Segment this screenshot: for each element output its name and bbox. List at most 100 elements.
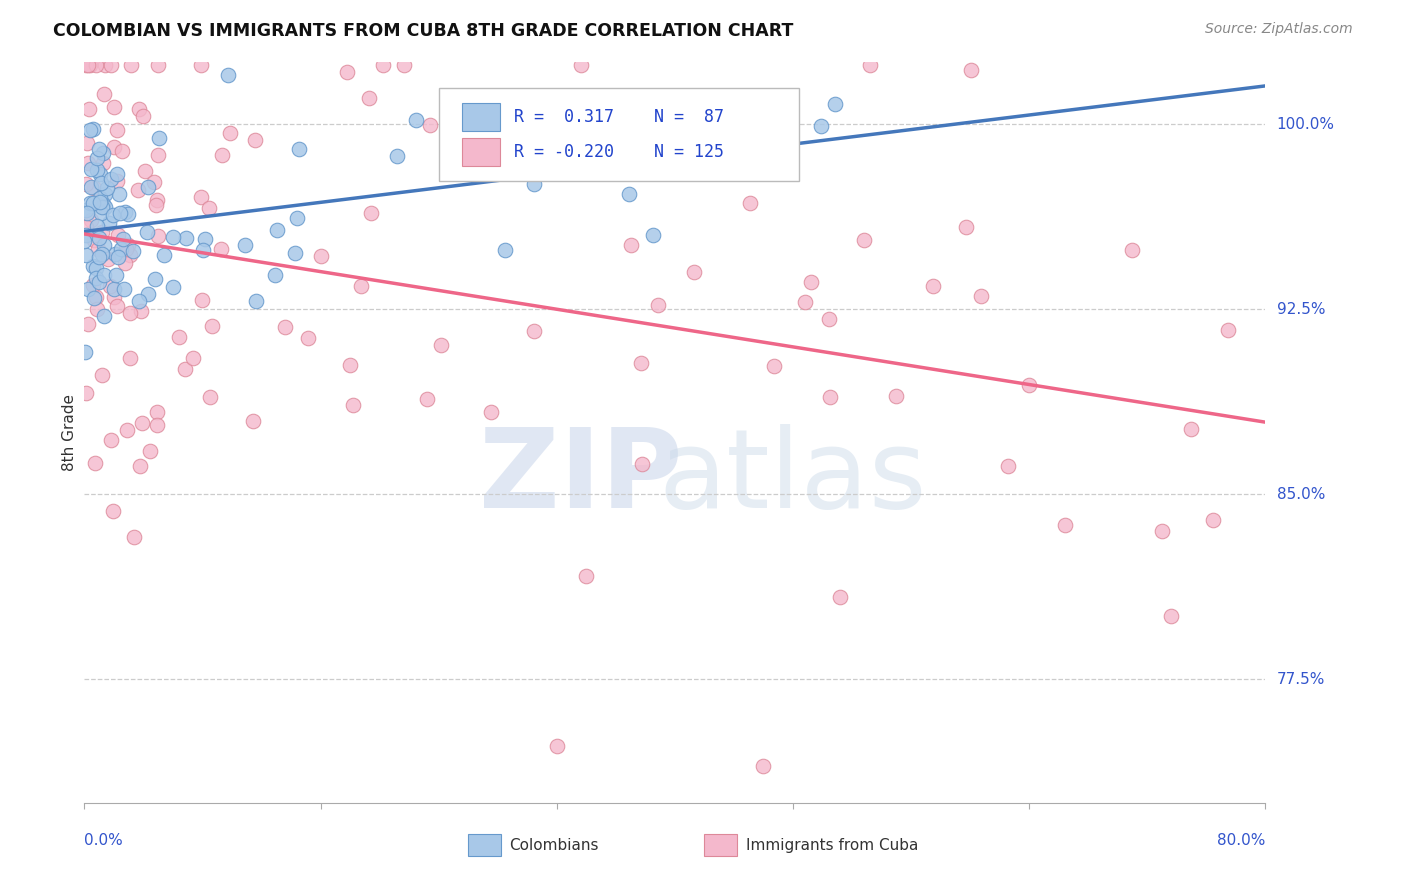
Point xyxy=(145,405,167,419)
Point xyxy=(523,325,546,339)
Point xyxy=(394,58,416,72)
Point xyxy=(146,193,169,207)
Point xyxy=(114,256,136,270)
Text: atlas: atlas xyxy=(659,424,927,531)
Text: 80.0%: 80.0% xyxy=(1218,833,1265,848)
Point xyxy=(89,167,111,181)
Point xyxy=(371,58,394,72)
Point xyxy=(419,118,441,132)
Y-axis label: 8th Grade: 8th Grade xyxy=(62,394,77,471)
Point xyxy=(571,144,593,158)
Point xyxy=(97,252,120,267)
Point xyxy=(145,417,167,432)
Text: COLOMBIAN VS IMMIGRANTS FROM CUBA 8TH GRADE CORRELATION CHART: COLOMBIAN VS IMMIGRANTS FROM CUBA 8TH GR… xyxy=(53,22,794,40)
Point xyxy=(79,58,101,72)
Point xyxy=(1160,608,1182,623)
Point xyxy=(201,318,224,333)
Point xyxy=(107,250,129,264)
Point xyxy=(73,234,96,248)
Point xyxy=(136,179,159,194)
Point xyxy=(181,351,204,365)
Point xyxy=(198,201,221,215)
Point xyxy=(80,180,103,194)
Point xyxy=(75,219,97,234)
Point xyxy=(1054,517,1077,532)
Text: R =  0.317    N =  87: R = 0.317 N = 87 xyxy=(515,108,724,127)
Point xyxy=(1180,422,1202,436)
Point xyxy=(350,279,373,293)
Point xyxy=(75,227,97,242)
Point xyxy=(297,331,319,345)
Point xyxy=(818,390,841,404)
Point xyxy=(146,58,169,72)
Point xyxy=(75,58,97,72)
Point xyxy=(510,99,533,113)
Point xyxy=(162,279,184,293)
Point xyxy=(86,151,108,165)
Point xyxy=(100,58,122,72)
Point xyxy=(83,180,105,194)
Point xyxy=(87,275,110,289)
Point xyxy=(112,231,135,245)
Point xyxy=(218,126,240,140)
Point xyxy=(75,248,97,262)
Point xyxy=(800,275,823,289)
Point xyxy=(242,414,264,428)
Point xyxy=(86,163,108,178)
Point xyxy=(86,219,108,233)
Point xyxy=(430,337,453,351)
Point xyxy=(114,204,136,219)
Point xyxy=(80,161,103,176)
Point xyxy=(121,244,143,259)
Point xyxy=(84,271,107,285)
Point xyxy=(86,260,108,275)
Point xyxy=(83,234,105,248)
Point xyxy=(82,259,104,273)
Point xyxy=(118,305,141,319)
Point xyxy=(612,166,634,180)
Point xyxy=(127,183,149,197)
Point xyxy=(101,208,124,222)
Point xyxy=(191,243,214,257)
Point xyxy=(630,356,652,370)
Point xyxy=(93,87,115,101)
Point xyxy=(793,294,815,309)
Point xyxy=(288,142,311,156)
Point xyxy=(167,330,190,344)
Point xyxy=(93,268,115,282)
Point xyxy=(117,237,139,252)
Point xyxy=(285,211,308,225)
Point xyxy=(110,206,132,220)
Point xyxy=(93,309,115,323)
Point xyxy=(82,122,104,136)
Point xyxy=(83,291,105,305)
Point xyxy=(600,120,623,135)
Point xyxy=(631,457,654,471)
Point xyxy=(100,434,122,448)
Point xyxy=(89,191,111,205)
Point xyxy=(641,227,664,242)
Point xyxy=(79,102,101,116)
Point xyxy=(284,246,307,260)
Point xyxy=(336,65,359,79)
FancyBboxPatch shape xyxy=(439,88,799,181)
Point xyxy=(90,176,112,190)
Point xyxy=(243,133,266,147)
Point xyxy=(1121,243,1143,257)
Point xyxy=(79,123,101,137)
Point xyxy=(146,148,169,162)
Point xyxy=(128,294,150,309)
Point xyxy=(87,142,110,156)
Point xyxy=(817,312,839,326)
Point xyxy=(683,264,706,278)
Point xyxy=(479,405,502,419)
Point xyxy=(142,175,165,189)
Point xyxy=(118,248,141,262)
Point xyxy=(103,282,125,296)
Point xyxy=(112,282,135,296)
Point xyxy=(103,290,125,304)
Point xyxy=(274,319,297,334)
Point xyxy=(91,146,114,161)
Point xyxy=(91,196,114,211)
Point xyxy=(77,58,100,72)
